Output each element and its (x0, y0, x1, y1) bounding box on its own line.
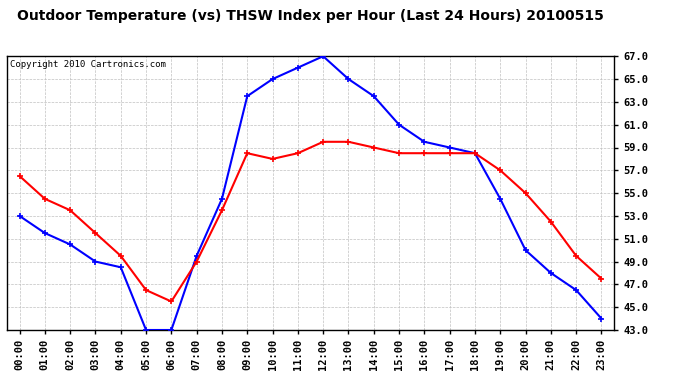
Text: Outdoor Temperature (vs) THSW Index per Hour (Last 24 Hours) 20100515: Outdoor Temperature (vs) THSW Index per … (17, 9, 604, 23)
Text: Copyright 2010 Cartronics.com: Copyright 2010 Cartronics.com (10, 60, 166, 69)
